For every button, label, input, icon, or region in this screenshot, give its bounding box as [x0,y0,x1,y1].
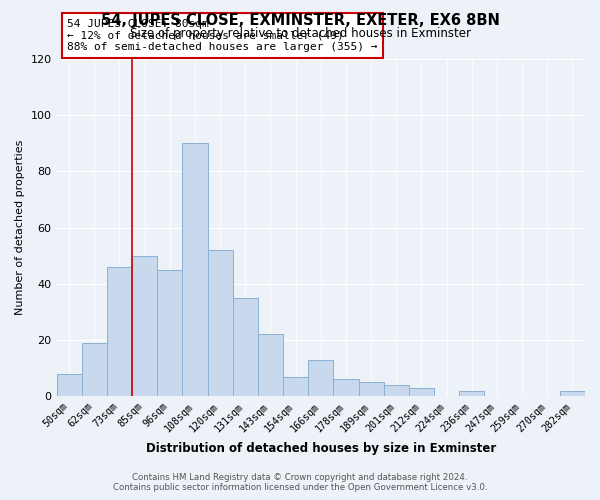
Bar [359,382,383,396]
Bar [459,390,484,396]
Bar [334,380,359,396]
Bar [409,388,434,396]
Bar [308,360,334,397]
Text: Size of property relative to detached houses in Exminster: Size of property relative to detached ho… [130,28,470,40]
Text: Contains HM Land Registry data © Crown copyright and database right 2024.
Contai: Contains HM Land Registry data © Crown c… [113,473,487,492]
X-axis label: Distribution of detached houses by size in Exminster: Distribution of detached houses by size … [146,442,496,455]
Bar [82,343,107,396]
Bar [560,390,585,396]
Bar [56,374,82,396]
Bar [208,250,233,396]
Bar [283,376,308,396]
Text: 54, JUPES CLOSE, EXMINSTER, EXETER, EX6 8BN: 54, JUPES CLOSE, EXMINSTER, EXETER, EX6 … [101,12,499,28]
Bar [258,334,283,396]
Bar [157,270,182,396]
Bar [383,385,409,396]
Bar [233,298,258,396]
Y-axis label: Number of detached properties: Number of detached properties [15,140,25,316]
Bar [132,256,157,396]
Bar [107,267,132,396]
Bar [182,144,208,396]
Text: 54 JUPES CLOSE: 80sqm
← 12% of detached houses are smaller (49)
88% of semi-deta: 54 JUPES CLOSE: 80sqm ← 12% of detached … [67,19,377,52]
